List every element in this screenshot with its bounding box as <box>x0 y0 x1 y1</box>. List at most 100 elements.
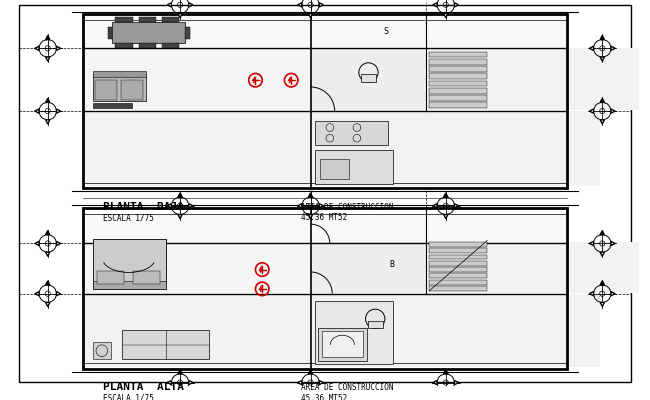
Polygon shape <box>611 46 615 50</box>
Polygon shape <box>35 109 39 113</box>
Polygon shape <box>590 46 593 50</box>
Bar <box>430 267 488 272</box>
Text: PLANTA  BAJA: PLANTA BAJA <box>103 202 184 212</box>
Bar <box>122 330 209 359</box>
Polygon shape <box>178 14 182 18</box>
Text: PLANTA  ALTA: PLANTA ALTA <box>103 382 184 392</box>
Polygon shape <box>600 281 604 285</box>
Polygon shape <box>433 204 437 208</box>
Polygon shape <box>308 214 313 219</box>
Polygon shape <box>308 370 313 374</box>
Polygon shape <box>600 57 604 61</box>
Polygon shape <box>611 292 615 296</box>
Text: 45.36 MT52: 45.36 MT52 <box>301 213 347 222</box>
Bar <box>162 17 179 22</box>
Polygon shape <box>590 292 593 296</box>
Bar <box>162 44 179 48</box>
Bar <box>93 70 146 77</box>
Bar <box>83 208 567 369</box>
Bar <box>318 328 367 361</box>
Polygon shape <box>444 391 448 396</box>
Bar <box>315 302 393 364</box>
Bar <box>430 59 488 65</box>
Polygon shape <box>188 380 193 385</box>
Polygon shape <box>178 193 182 197</box>
Polygon shape <box>57 109 60 113</box>
Polygon shape <box>178 370 182 374</box>
Polygon shape <box>590 241 593 246</box>
Bar <box>85 16 567 47</box>
Text: AREA DE CONSTRUCCION: AREA DE CONSTRUCCION <box>301 383 393 392</box>
Text: ESCALA 1/75: ESCALA 1/75 <box>103 394 153 400</box>
Polygon shape <box>600 302 604 306</box>
Bar <box>133 270 160 284</box>
Bar <box>138 17 156 22</box>
Polygon shape <box>454 204 459 208</box>
Polygon shape <box>46 57 50 61</box>
Polygon shape <box>611 109 615 113</box>
Bar <box>428 242 639 293</box>
Polygon shape <box>308 14 313 18</box>
Bar <box>93 239 166 289</box>
Polygon shape <box>600 252 604 256</box>
Bar <box>115 17 133 22</box>
Bar <box>85 214 567 242</box>
Bar <box>361 74 376 82</box>
Polygon shape <box>178 214 182 219</box>
Bar <box>322 331 363 358</box>
Bar <box>430 280 488 284</box>
Bar <box>430 88 488 94</box>
Polygon shape <box>46 252 50 256</box>
Bar <box>315 121 388 145</box>
Text: B: B <box>390 260 395 269</box>
Bar <box>108 27 112 39</box>
Polygon shape <box>600 36 604 40</box>
Polygon shape <box>178 391 182 396</box>
Polygon shape <box>611 241 615 246</box>
Polygon shape <box>46 281 50 285</box>
Text: 45.36 MT52: 45.36 MT52 <box>301 394 347 400</box>
Bar <box>93 103 132 108</box>
Bar <box>83 14 567 188</box>
Polygon shape <box>433 3 437 7</box>
Polygon shape <box>444 14 448 18</box>
Bar <box>428 48 639 110</box>
Bar <box>430 74 488 79</box>
Polygon shape <box>46 302 50 306</box>
Bar <box>85 294 311 367</box>
Bar <box>97 270 124 284</box>
Bar <box>85 242 311 293</box>
Polygon shape <box>600 120 604 124</box>
Bar <box>185 27 190 39</box>
Polygon shape <box>444 193 448 197</box>
Bar <box>430 274 488 278</box>
Bar <box>430 102 488 108</box>
Bar <box>95 80 117 100</box>
Bar <box>313 242 426 293</box>
Bar <box>85 48 311 110</box>
Polygon shape <box>298 380 302 385</box>
Bar <box>430 248 488 253</box>
Bar <box>121 80 144 100</box>
Bar <box>430 254 488 260</box>
Polygon shape <box>298 204 302 208</box>
Text: S: S <box>383 27 388 36</box>
Polygon shape <box>188 3 193 7</box>
Bar <box>367 321 383 328</box>
Text: AREA DE CONSTRUCCION: AREA DE CONSTRUCCION <box>301 203 393 212</box>
Polygon shape <box>57 241 60 246</box>
Bar <box>315 150 393 184</box>
Polygon shape <box>167 204 172 208</box>
Polygon shape <box>319 380 324 385</box>
Polygon shape <box>46 36 50 40</box>
Polygon shape <box>308 391 313 396</box>
Bar <box>430 66 488 72</box>
Polygon shape <box>35 292 39 296</box>
Polygon shape <box>600 98 604 102</box>
Polygon shape <box>167 380 172 385</box>
Bar <box>313 48 426 110</box>
Polygon shape <box>46 98 50 102</box>
Polygon shape <box>319 204 324 208</box>
Polygon shape <box>57 292 60 296</box>
Text: ESCALA 1/75: ESCALA 1/75 <box>103 213 153 222</box>
